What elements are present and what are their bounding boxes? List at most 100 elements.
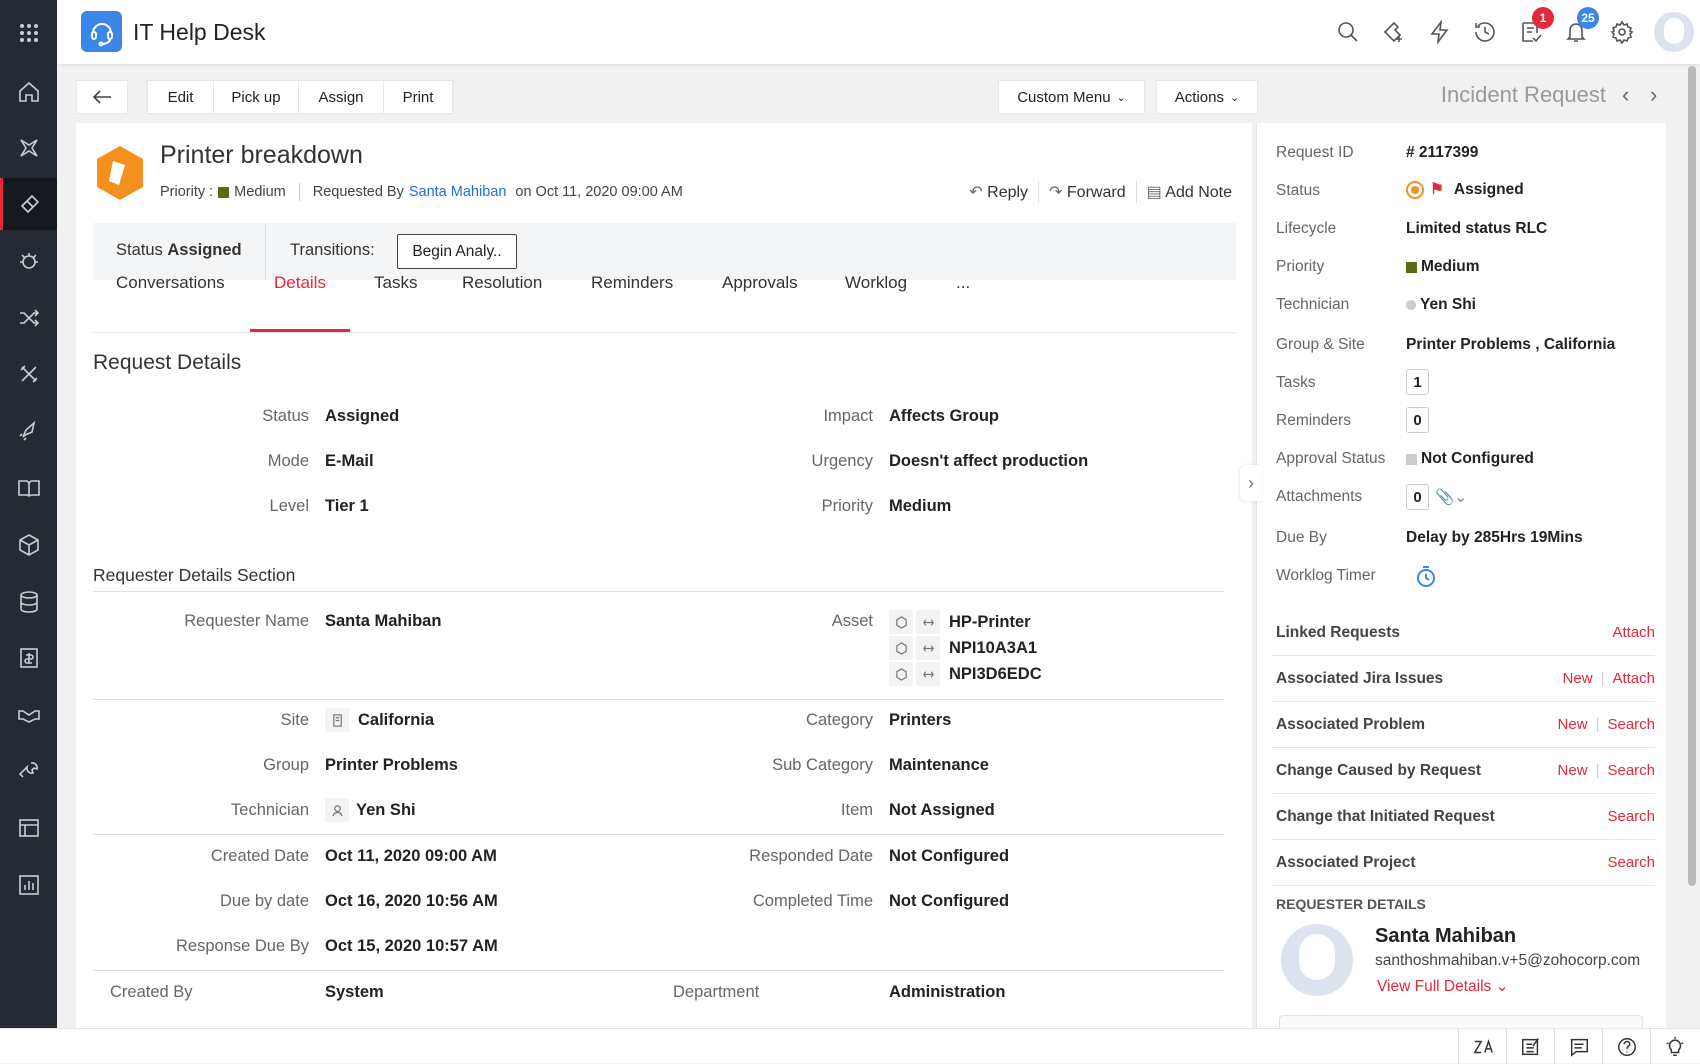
pickup-button[interactable]: Pick up bbox=[213, 80, 299, 114]
chat-icon[interactable] bbox=[1554, 1029, 1602, 1064]
responded-date-label: Responded Date bbox=[749, 847, 873, 865]
search-link[interactable]: Search bbox=[1607, 808, 1655, 825]
attachments-count[interactable]: 0 bbox=[1406, 484, 1429, 510]
tasks-label: Tasks bbox=[1276, 374, 1316, 391]
edit-button[interactable]: Edit bbox=[147, 80, 214, 114]
history-icon[interactable] bbox=[1470, 17, 1500, 47]
tasks-count[interactable]: 1 bbox=[1406, 369, 1429, 395]
tab-worklog[interactable]: Worklog bbox=[845, 273, 908, 292]
add-note-label: Add Note bbox=[1165, 184, 1232, 201]
lifecycle-label: Lifecycle bbox=[1276, 220, 1337, 237]
technician-field[interactable]: Yen Shi bbox=[1406, 296, 1476, 314]
paperclip-icon[interactable]: 📎⌄ bbox=[1435, 488, 1468, 506]
asset-item[interactable]: NPI10A3A1 bbox=[889, 636, 1042, 660]
gear-icon[interactable] bbox=[1607, 17, 1637, 47]
change-caused-row: Change Caused by Request New | Search bbox=[1271, 748, 1655, 794]
priority-value: Medium bbox=[234, 184, 286, 200]
new-link[interactable]: New bbox=[1557, 716, 1588, 733]
tab-reminders[interactable]: Reminders bbox=[591, 273, 674, 292]
admin-icon[interactable] bbox=[0, 802, 57, 854]
lightning-icon[interactable] bbox=[1425, 17, 1455, 47]
projects-rocket-icon[interactable] bbox=[0, 405, 57, 457]
attach-link[interactable]: Attach bbox=[1612, 670, 1655, 687]
linked-requests-row: Linked Requests Attach bbox=[1271, 610, 1655, 656]
notes-icon[interactable] bbox=[1506, 1029, 1554, 1064]
reports-chart-icon[interactable] bbox=[0, 859, 57, 911]
releases-icon[interactable] bbox=[0, 348, 57, 400]
maintenance-wrench-icon[interactable] bbox=[0, 745, 57, 797]
solutions-book-icon[interactable] bbox=[0, 462, 57, 514]
department-value: Administration bbox=[889, 983, 1006, 1001]
cmdb-database-icon[interactable] bbox=[0, 576, 57, 628]
item-label: Item bbox=[840, 801, 873, 819]
status-field[interactable]: ⚑ Assigned bbox=[1406, 180, 1524, 199]
search-link[interactable]: Search bbox=[1607, 716, 1655, 733]
bell-icon[interactable]: 25 bbox=[1561, 7, 1599, 47]
prev-request-chevron-icon[interactable]: ‹ bbox=[1622, 82, 1630, 107]
search-link[interactable]: Search bbox=[1607, 762, 1655, 779]
help-icon[interactable] bbox=[1602, 1029, 1650, 1064]
collapse-panel-chevron-icon[interactable]: › bbox=[1240, 465, 1262, 501]
technician-label: Technician bbox=[1276, 296, 1350, 313]
requests-icon[interactable] bbox=[0, 178, 57, 230]
lifecycle-value: Limited status RLC bbox=[1406, 220, 1548, 237]
requester-name-value: Santa Mahiban bbox=[325, 612, 442, 630]
completed-value: Not Configured bbox=[889, 892, 1010, 910]
tab-tasks[interactable]: Tasks bbox=[374, 273, 418, 292]
page-scrollbar[interactable] bbox=[1688, 66, 1696, 886]
begin-analysis-button[interactable]: Begin Analy.. bbox=[397, 234, 517, 269]
asset-item[interactable]: HP-Printer bbox=[889, 610, 1042, 634]
user-avatar[interactable] bbox=[1654, 12, 1694, 52]
search-icon[interactable] bbox=[1333, 17, 1363, 47]
due-by-value: Oct 16, 2020 10:56 AM bbox=[325, 892, 498, 910]
next-request-chevron-icon[interactable]: › bbox=[1650, 82, 1658, 107]
notifications-badge: 25 bbox=[1577, 7, 1599, 29]
requester-link[interactable]: Santa Mahiban bbox=[408, 184, 507, 200]
lightbulb-icon[interactable] bbox=[1650, 1029, 1698, 1064]
search-link[interactable]: Search bbox=[1607, 854, 1655, 871]
view-full-details-link[interactable]: View Full Details ⌄ bbox=[1377, 977, 1509, 996]
field-value: Tier 1 bbox=[325, 497, 369, 515]
custom-menu-dropdown[interactable]: Custom Menu ⌄ bbox=[998, 80, 1145, 114]
approval-field: Not Configured bbox=[1406, 450, 1534, 468]
request-id-value: # 2117399 bbox=[1406, 144, 1479, 161]
tasks-icon[interactable]: 1 bbox=[1516, 7, 1554, 47]
tab-more[interactable]: ... bbox=[956, 273, 971, 292]
assets-box-icon[interactable] bbox=[0, 519, 57, 571]
worklog-timer-icon[interactable] bbox=[1415, 564, 1437, 588]
actions-dropdown[interactable]: Actions ⌄ bbox=[1156, 80, 1258, 114]
reply-button[interactable]: ↶ Reply bbox=[969, 182, 1028, 202]
tab-approvals[interactable]: Approvals bbox=[722, 273, 798, 292]
forward-button[interactable]: ↷ Forward bbox=[1049, 182, 1126, 202]
changes-shuffle-icon[interactable] bbox=[0, 292, 57, 344]
view-full-details-label: View Full Details bbox=[1377, 978, 1492, 995]
home-icon[interactable] bbox=[0, 66, 57, 118]
contracts-handshake-icon[interactable] bbox=[0, 689, 57, 741]
new-link[interactable]: New bbox=[1562, 670, 1593, 687]
dashboard-icon[interactable] bbox=[0, 122, 57, 174]
red-flag-icon: ⚑ bbox=[1430, 181, 1444, 198]
tab-resolution[interactable]: Resolution bbox=[462, 273, 543, 292]
back-button[interactable] bbox=[76, 80, 128, 114]
purchase-icon[interactable] bbox=[0, 632, 57, 684]
print-button[interactable]: Print bbox=[383, 80, 453, 114]
reminders-count[interactable]: 0 bbox=[1406, 407, 1429, 433]
requester-section-heading: Requester Details Section bbox=[93, 565, 296, 585]
tab-details[interactable]: Details bbox=[274, 273, 326, 292]
assign-button[interactable]: Assign bbox=[298, 80, 384, 114]
field-label: Mode bbox=[267, 452, 309, 470]
apps-grid-icon[interactable] bbox=[0, 7, 57, 59]
attach-link[interactable]: Attach bbox=[1612, 624, 1655, 641]
tasks-badge: 1 bbox=[1532, 7, 1554, 29]
priority-field[interactable]: Medium bbox=[1406, 258, 1480, 276]
forward-icon: ↷ bbox=[1049, 184, 1063, 201]
tab-conversations[interactable]: Conversations bbox=[116, 273, 225, 292]
add-note-button[interactable]: ▤ Add Note bbox=[1147, 182, 1232, 202]
zia-icon[interactable] bbox=[1458, 1029, 1506, 1064]
asset-item[interactable]: NPI3D6EDC bbox=[889, 662, 1042, 686]
new-link[interactable]: New bbox=[1557, 762, 1588, 779]
due-by-label: Due By bbox=[1276, 529, 1327, 546]
problems-bug-icon[interactable] bbox=[0, 235, 57, 287]
active-tab-indicator bbox=[250, 329, 350, 332]
add-sticky-icon[interactable] bbox=[1379, 17, 1409, 47]
